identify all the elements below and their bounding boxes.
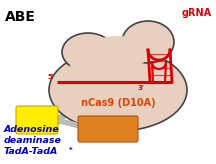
Text: TadA-TadA: TadA-TadA (4, 147, 58, 156)
Ellipse shape (84, 36, 152, 68)
Ellipse shape (62, 33, 114, 71)
Text: *: * (69, 147, 73, 153)
Ellipse shape (70, 50, 130, 80)
Ellipse shape (49, 49, 187, 131)
Text: gRNA: gRNA (182, 8, 212, 18)
Text: 3': 3' (138, 85, 145, 91)
Text: nCas9 (D10A): nCas9 (D10A) (81, 98, 155, 108)
FancyBboxPatch shape (16, 106, 58, 134)
Text: deaminase: deaminase (4, 136, 62, 145)
Text: ABE: ABE (5, 10, 36, 24)
Ellipse shape (122, 21, 174, 63)
FancyBboxPatch shape (78, 116, 138, 142)
Text: Adenosine: Adenosine (4, 125, 60, 134)
Text: 5': 5' (47, 74, 54, 80)
